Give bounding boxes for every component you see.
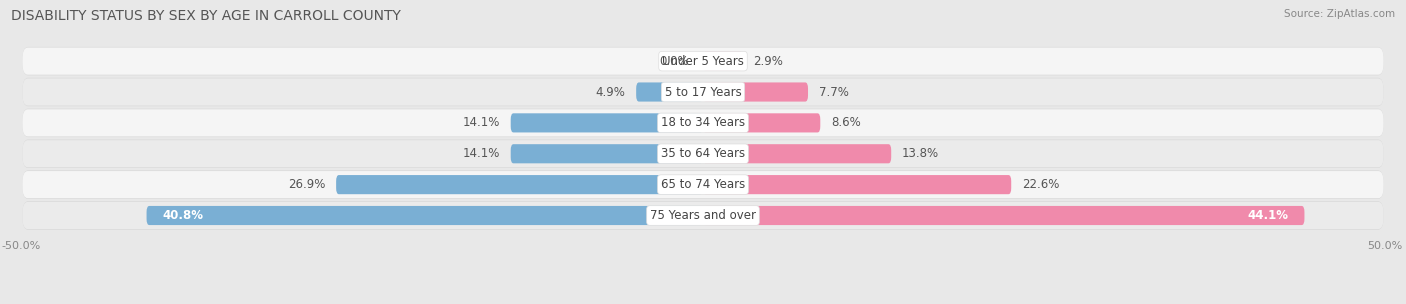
Text: 65 to 74 Years: 65 to 74 Years bbox=[661, 178, 745, 191]
FancyBboxPatch shape bbox=[703, 206, 1305, 225]
Text: 14.1%: 14.1% bbox=[463, 116, 499, 130]
Text: 2.9%: 2.9% bbox=[754, 55, 783, 67]
FancyBboxPatch shape bbox=[510, 144, 703, 163]
FancyBboxPatch shape bbox=[22, 201, 1384, 230]
Text: 18 to 34 Years: 18 to 34 Years bbox=[661, 116, 745, 130]
Text: 40.8%: 40.8% bbox=[163, 209, 204, 222]
Text: 44.1%: 44.1% bbox=[1247, 209, 1288, 222]
Text: 26.9%: 26.9% bbox=[288, 178, 325, 191]
FancyBboxPatch shape bbox=[22, 171, 1384, 198]
FancyBboxPatch shape bbox=[22, 202, 1384, 229]
FancyBboxPatch shape bbox=[703, 113, 820, 133]
FancyBboxPatch shape bbox=[703, 175, 1011, 194]
Text: 7.7%: 7.7% bbox=[818, 85, 849, 98]
FancyBboxPatch shape bbox=[146, 206, 703, 225]
FancyBboxPatch shape bbox=[22, 140, 1384, 168]
FancyBboxPatch shape bbox=[22, 140, 1384, 167]
Text: Under 5 Years: Under 5 Years bbox=[662, 55, 744, 67]
Text: 14.1%: 14.1% bbox=[463, 147, 499, 160]
FancyBboxPatch shape bbox=[703, 144, 891, 163]
FancyBboxPatch shape bbox=[703, 82, 808, 102]
FancyBboxPatch shape bbox=[22, 47, 1384, 75]
FancyBboxPatch shape bbox=[22, 78, 1384, 105]
FancyBboxPatch shape bbox=[22, 109, 1384, 137]
FancyBboxPatch shape bbox=[22, 47, 1384, 75]
Text: 0.0%: 0.0% bbox=[659, 55, 689, 67]
Text: DISABILITY STATUS BY SEX BY AGE IN CARROLL COUNTY: DISABILITY STATUS BY SEX BY AGE IN CARRO… bbox=[11, 9, 401, 23]
FancyBboxPatch shape bbox=[636, 82, 703, 102]
FancyBboxPatch shape bbox=[22, 109, 1384, 136]
Text: 4.9%: 4.9% bbox=[595, 85, 626, 98]
FancyBboxPatch shape bbox=[22, 78, 1384, 106]
Text: 22.6%: 22.6% bbox=[1022, 178, 1060, 191]
Text: 13.8%: 13.8% bbox=[903, 147, 939, 160]
FancyBboxPatch shape bbox=[336, 175, 703, 194]
Text: 5 to 17 Years: 5 to 17 Years bbox=[665, 85, 741, 98]
Text: 8.6%: 8.6% bbox=[831, 116, 860, 130]
Text: 75 Years and over: 75 Years and over bbox=[650, 209, 756, 222]
Text: Source: ZipAtlas.com: Source: ZipAtlas.com bbox=[1284, 9, 1395, 19]
FancyBboxPatch shape bbox=[22, 171, 1384, 199]
FancyBboxPatch shape bbox=[510, 113, 703, 133]
Text: 35 to 64 Years: 35 to 64 Years bbox=[661, 147, 745, 160]
FancyBboxPatch shape bbox=[703, 52, 742, 71]
